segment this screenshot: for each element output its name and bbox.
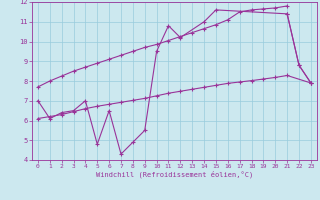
X-axis label: Windchill (Refroidissement éolien,°C): Windchill (Refroidissement éolien,°C): [96, 171, 253, 178]
